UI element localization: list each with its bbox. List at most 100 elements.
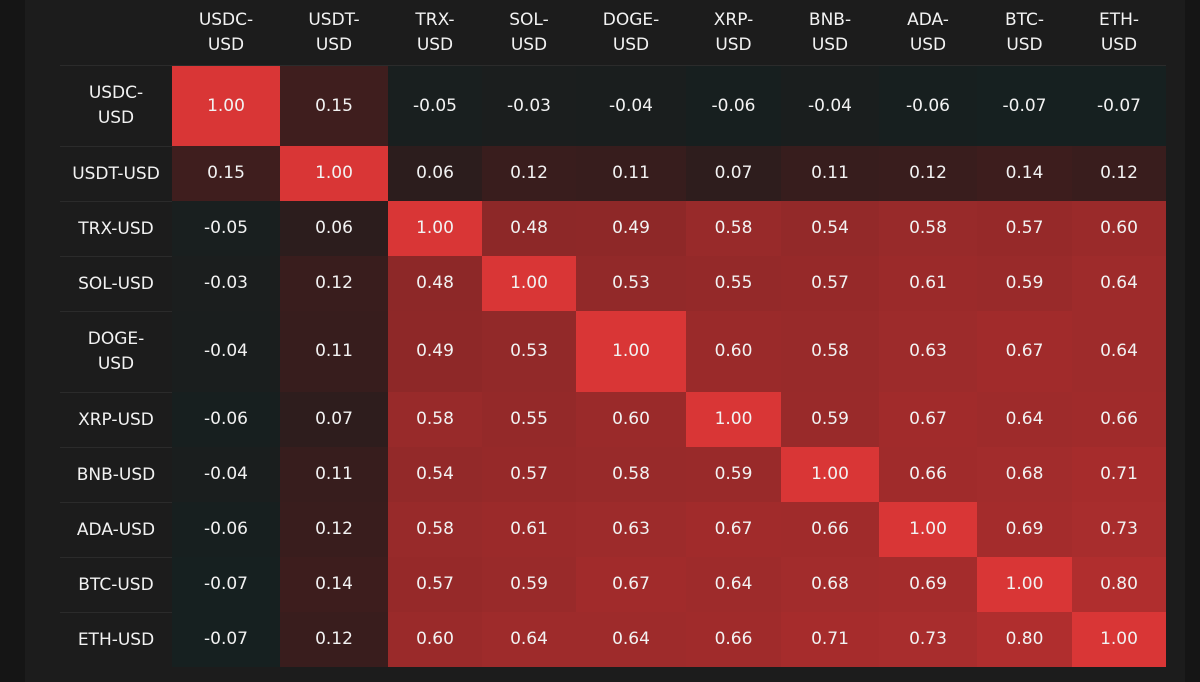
column-label: XRP- USD	[713, 9, 754, 55]
heatmap-cell: 0.53	[576, 256, 686, 311]
heatmap-cell: 0.11	[576, 146, 686, 201]
heatmap-cell: 0.67	[686, 502, 781, 557]
heatmap-cell: -0.04	[781, 66, 879, 146]
heatmap-cell: 0.53	[482, 311, 576, 392]
heatmap-cell: -0.05	[172, 201, 280, 256]
heatmap-cell: 0.54	[781, 201, 879, 256]
heatmap-cell: -0.04	[172, 447, 280, 502]
column-label: ETH- USD	[1098, 9, 1140, 55]
heatmap-cell: 0.55	[482, 392, 576, 447]
heatmap-cell: 0.55	[686, 256, 781, 311]
heatmap-cell: -0.04	[172, 311, 280, 392]
heatmap-cell: 0.54	[388, 447, 482, 502]
heatmap-cell: 0.06	[388, 146, 482, 201]
heatmap-cell: 0.57	[388, 557, 482, 612]
column-label: SOL- USD	[509, 9, 549, 55]
row-label: ETH-USD	[60, 612, 172, 667]
heatmap-cell: 0.61	[879, 256, 977, 311]
row-label: USDT-USD	[60, 146, 172, 201]
heatmap-cell: 0.58	[781, 311, 879, 392]
heatmap-cell: -0.07	[172, 612, 280, 667]
heatmap-cell: 0.59	[781, 392, 879, 447]
heatmap-cell: 0.60	[686, 311, 781, 392]
heatmap-cell: 1.00	[388, 201, 482, 256]
heatmap-cell: 0.57	[482, 447, 576, 502]
heatmap-cell: -0.06	[172, 392, 280, 447]
heatmap-cell: 0.58	[686, 201, 781, 256]
heatmap-cell: 0.80	[977, 612, 1072, 667]
heatmap-cell: 0.59	[482, 557, 576, 612]
heatmap-cell: 0.73	[879, 612, 977, 667]
heatmap-cell: 0.12	[280, 502, 388, 557]
heatmap-cell: 0.58	[388, 502, 482, 557]
heatmap-cell: 0.68	[781, 557, 879, 612]
heatmap-cell: 0.14	[280, 557, 388, 612]
heatmap-cell: 0.14	[977, 146, 1072, 201]
heatmap-cell: -0.06	[879, 66, 977, 146]
heatmap-cell: 0.71	[781, 612, 879, 667]
column-label: USDC- USD	[198, 9, 254, 55]
row-label: ADA-USD	[60, 502, 172, 557]
heatmap-cell: -0.05	[388, 66, 482, 146]
heatmap-cell: 0.63	[576, 502, 686, 557]
heatmap-cell: 0.80	[1072, 557, 1166, 612]
heatmap-cell: 0.15	[280, 66, 388, 146]
heatmap-cell: 0.12	[1072, 146, 1166, 201]
heatmap-cell: -0.03	[172, 256, 280, 311]
heatmap-cell: 0.12	[482, 146, 576, 201]
heatmap-cell: 0.71	[1072, 447, 1166, 502]
heatmap-cell: 0.60	[1072, 201, 1166, 256]
heatmap-cell: 0.61	[482, 502, 576, 557]
heatmap-cell: 0.60	[576, 392, 686, 447]
heatmap-cell: 0.64	[576, 612, 686, 667]
heatmap-cell: 1.00	[879, 502, 977, 557]
heatmap-cell: 0.69	[879, 557, 977, 612]
column-label: DOGE- USD	[602, 9, 660, 55]
heatmap-cell: 0.58	[388, 392, 482, 447]
heatmap-cell: -0.07	[977, 66, 1072, 146]
row-label: XRP-USD	[60, 392, 172, 447]
heatmap-cell: 0.07	[280, 392, 388, 447]
heatmap-cell: 0.49	[576, 201, 686, 256]
heatmap-cell: 0.06	[280, 201, 388, 256]
heatmap-cell: 0.66	[781, 502, 879, 557]
heatmap-cell: 0.63	[879, 311, 977, 392]
heatmap-cell: 0.11	[280, 311, 388, 392]
heatmap-cell: 0.12	[879, 146, 977, 201]
row-label: SOL-USD	[60, 256, 172, 311]
heatmap-cell: 0.59	[686, 447, 781, 502]
column-label: BTC- USD	[1004, 9, 1045, 55]
heatmap-cell: 0.11	[280, 447, 388, 502]
heatmap-cell: 0.58	[576, 447, 686, 502]
heatmap-cell: 1.00	[576, 311, 686, 392]
column-label: USDT- USD	[308, 9, 360, 55]
header-divider	[60, 65, 1166, 66]
heatmap-cell: 0.64	[977, 392, 1072, 447]
row-label: BNB-USD	[60, 447, 172, 502]
heatmap-cell: 0.66	[1072, 392, 1166, 447]
heatmap-cell: 0.07	[686, 146, 781, 201]
heatmap-cell: 0.64	[1072, 256, 1166, 311]
heatmap-cell: 0.57	[977, 201, 1072, 256]
heatmap-cell: 0.48	[388, 256, 482, 311]
heatmap-cell: 1.00	[172, 66, 280, 146]
heatmap-cell: 1.00	[482, 256, 576, 311]
row-label: USDC- USD	[88, 83, 144, 128]
heatmap-cell: 0.69	[977, 502, 1072, 557]
heatmap-cell: 0.67	[576, 557, 686, 612]
heatmap-cell: 0.48	[482, 201, 576, 256]
heatmap-cell: 0.11	[781, 146, 879, 201]
heatmap-cell: 0.66	[879, 447, 977, 502]
heatmap-cell: 0.66	[686, 612, 781, 667]
heatmap-cell: -0.03	[482, 66, 576, 146]
heatmap-cell: 1.00	[1072, 612, 1166, 667]
heatmap-cell: 0.58	[879, 201, 977, 256]
column-label: TRX- USD	[415, 9, 455, 55]
heatmap-cell: 0.67	[977, 311, 1072, 392]
heatmap-cell: 1.00	[781, 447, 879, 502]
heatmap-cell: 0.73	[1072, 502, 1166, 557]
heatmap-cell: -0.07	[1072, 66, 1166, 146]
heatmap-cell: 0.15	[172, 146, 280, 201]
heatmap-cell: -0.04	[576, 66, 686, 146]
